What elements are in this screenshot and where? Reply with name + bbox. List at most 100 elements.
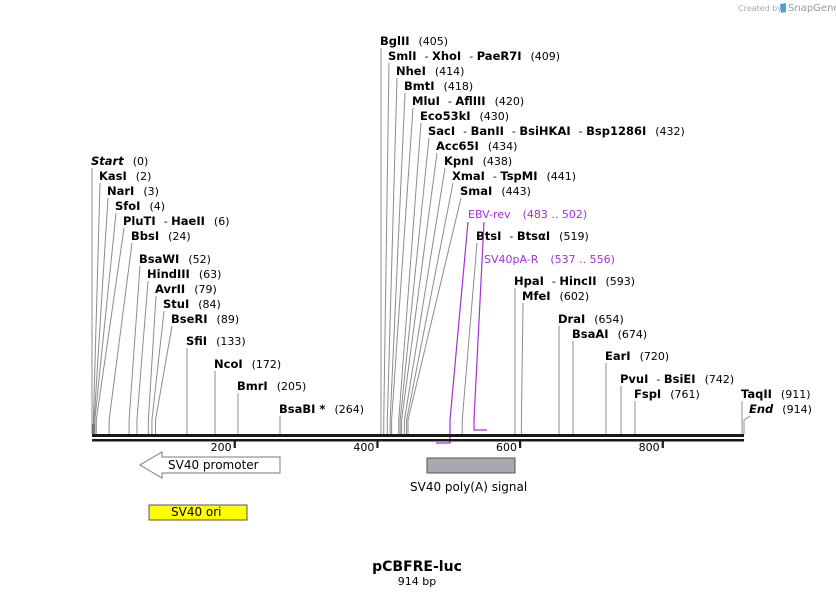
primer-ebv-rev[interactable]: EBV-rev (483 .. 502) bbox=[436, 208, 587, 444]
site-leader-line bbox=[383, 62, 390, 434]
restriction-site[interactable]: TaqII (911) bbox=[741, 387, 811, 401]
enzyme-name: XhoI bbox=[432, 49, 465, 63]
restriction-site[interactable]: NheI (414) bbox=[396, 64, 464, 78]
primer-label: EBV-rev (483 .. 502) bbox=[468, 208, 587, 221]
site-position: (405) bbox=[419, 35, 449, 48]
enzyme-name: KpnI bbox=[444, 154, 474, 168]
primer-sv40pa-r[interactable]: SV40pA-R (537 .. 556) bbox=[473, 221, 615, 431]
enzyme-name: BmrI bbox=[237, 379, 268, 393]
restriction-site[interactable]: BtsI - BtsαI (519) bbox=[476, 229, 589, 243]
restriction-site[interactable]: SfoI (4) bbox=[115, 199, 165, 213]
restriction-site[interactable]: AvrII (79) bbox=[155, 282, 217, 296]
enzyme-name: HincII bbox=[559, 274, 596, 288]
ruler-tick bbox=[519, 441, 522, 448]
enzyme-name: HpaI bbox=[514, 274, 548, 288]
feature-sv40-polya-signal[interactable]: SV40 poly(A) signal bbox=[410, 457, 527, 494]
restriction-site[interactable]: Eco53kI (430) bbox=[420, 109, 509, 123]
enzyme-name: NcoI bbox=[214, 357, 243, 371]
restriction-site[interactable]: XmaI - TspMI (441) bbox=[452, 169, 576, 183]
site-label: NarI (3) bbox=[107, 184, 159, 198]
enzyme-name: PluTI bbox=[123, 214, 160, 228]
ruler-label: 800 bbox=[639, 441, 660, 454]
site-position: (441) bbox=[547, 170, 577, 183]
site-position: (911) bbox=[781, 388, 811, 401]
restriction-site[interactable]: BsaBI * (264) bbox=[279, 402, 364, 416]
site-label: Eco53kI (430) bbox=[420, 109, 509, 123]
restriction-site[interactable]: StuI (84) bbox=[163, 297, 221, 311]
restriction-site[interactable]: BglII (405) bbox=[380, 34, 448, 48]
site-position: (2) bbox=[136, 170, 152, 183]
site-leader-line bbox=[398, 122, 422, 434]
primer-label: SV40pA-R (537 .. 556) bbox=[484, 253, 615, 266]
enzyme-name: FspI bbox=[634, 387, 661, 401]
site-leader-line bbox=[401, 152, 438, 434]
restriction-site[interactable]: Acc65I (434) bbox=[436, 139, 517, 153]
restriction-site[interactable]: NcoI (172) bbox=[214, 357, 281, 371]
feature-sv40-promoter[interactable]: SV40 promoter bbox=[139, 451, 281, 479]
restriction-site[interactable]: KasI (2) bbox=[99, 169, 151, 183]
restriction-site[interactable]: EarI (720) bbox=[605, 349, 669, 363]
restriction-site[interactable]: End (914) bbox=[749, 402, 812, 416]
site-label: End (914) bbox=[749, 402, 812, 416]
snapgene-credit: Created by SnapGene bbox=[738, 3, 836, 14]
enzyme-name: KasI bbox=[99, 169, 127, 183]
site-position: (914) bbox=[782, 403, 812, 416]
enzyme-name: AflIII bbox=[455, 94, 485, 108]
site-position: (432) bbox=[655, 125, 685, 138]
restriction-site[interactable]: MfeI (602) bbox=[522, 289, 589, 303]
enzyme-name: StuI bbox=[163, 297, 189, 311]
backbone[interactable] bbox=[92, 424, 744, 442]
restriction-site[interactable]: SacI - BanII - BsiHKAI - Bsp1286I (432) bbox=[428, 124, 685, 138]
site-position: (52) bbox=[188, 253, 211, 266]
sv40-polya-box bbox=[426, 457, 516, 474]
enzyme-name: BsaWI bbox=[139, 252, 179, 266]
restriction-site[interactable]: SmaI (443) bbox=[460, 184, 531, 198]
restriction-site[interactable]: BbsI (24) bbox=[131, 229, 191, 243]
restriction-site[interactable]: BsaWI (52) bbox=[139, 252, 211, 266]
site-label: SmlI - XhoI - PaeR7I (409) bbox=[388, 49, 560, 63]
restriction-site[interactable]: MluI - AflIII (420) bbox=[412, 94, 524, 108]
restriction-site[interactable]: PvuI - BsiEI (742) bbox=[620, 372, 734, 386]
site-separator: - bbox=[579, 125, 586, 138]
site-position: (420) bbox=[495, 95, 525, 108]
site-position: (761) bbox=[670, 388, 700, 401]
site-leader-line bbox=[391, 107, 414, 434]
restriction-site[interactable]: BsaAI (674) bbox=[572, 327, 647, 341]
enzyme-name: PaeR7I bbox=[477, 49, 522, 63]
site-position: (24) bbox=[168, 230, 191, 243]
site-label: StuI (84) bbox=[163, 297, 221, 311]
site-position: (654) bbox=[594, 313, 624, 326]
restriction-site[interactable]: BmrI (205) bbox=[237, 379, 306, 393]
ruler: 200 400 600 800 bbox=[211, 441, 664, 454]
restriction-site[interactable]: KpnI (438) bbox=[444, 154, 512, 168]
site-label: BtsI - BtsαI (519) bbox=[476, 229, 589, 243]
restriction-site[interactable]: FspI (761) bbox=[634, 387, 700, 401]
enzyme-name: BsaBI * bbox=[279, 402, 325, 416]
feature-sv40-ori[interactable]: SV40 ori bbox=[148, 504, 248, 521]
restriction-site[interactable]: NarI (3) bbox=[107, 184, 159, 198]
site-label: HpaI - HincII (593) bbox=[514, 274, 635, 288]
site-position: (133) bbox=[216, 335, 246, 348]
primer-range: (483 .. 502) bbox=[523, 208, 588, 221]
site-separator: - bbox=[656, 373, 663, 386]
map-title: pCBFRE-luc bbox=[372, 559, 462, 575]
restriction-site[interactable]: Start (0) bbox=[91, 154, 148, 168]
site-label: XmaI - TspMI (441) bbox=[452, 169, 576, 183]
enzyme-name: AvrII bbox=[155, 282, 185, 296]
restriction-site[interactable]: SfiI (133) bbox=[186, 334, 246, 348]
credit-brand: SnapGene bbox=[788, 3, 836, 14]
restriction-site[interactable]: BmtI (418) bbox=[404, 79, 473, 93]
restriction-site[interactable]: BseRI (89) bbox=[171, 312, 239, 326]
site-leader-line bbox=[743, 415, 751, 434]
enzyme-name: XmaI bbox=[452, 169, 489, 183]
map-length: 914 bp bbox=[398, 575, 436, 588]
restriction-site[interactable]: PluTI - HaeII (6) bbox=[123, 214, 230, 228]
restriction-site[interactable]: SmlI - XhoI - PaeR7I (409) bbox=[388, 49, 560, 63]
enzyme-name: Bsp1286I bbox=[586, 124, 646, 138]
primers: EBV-rev (483 .. 502) SV40pA-R (537 .. 556) bbox=[436, 208, 615, 444]
restriction-site[interactable]: DraI (654) bbox=[558, 312, 624, 326]
restriction-site[interactable]: HindIII (63) bbox=[147, 267, 221, 281]
restriction-site[interactable]: HpaI - HincII (593) bbox=[514, 274, 635, 288]
enzyme-name: Start bbox=[91, 154, 124, 168]
site-label: MluI - AflIII (420) bbox=[412, 94, 524, 108]
